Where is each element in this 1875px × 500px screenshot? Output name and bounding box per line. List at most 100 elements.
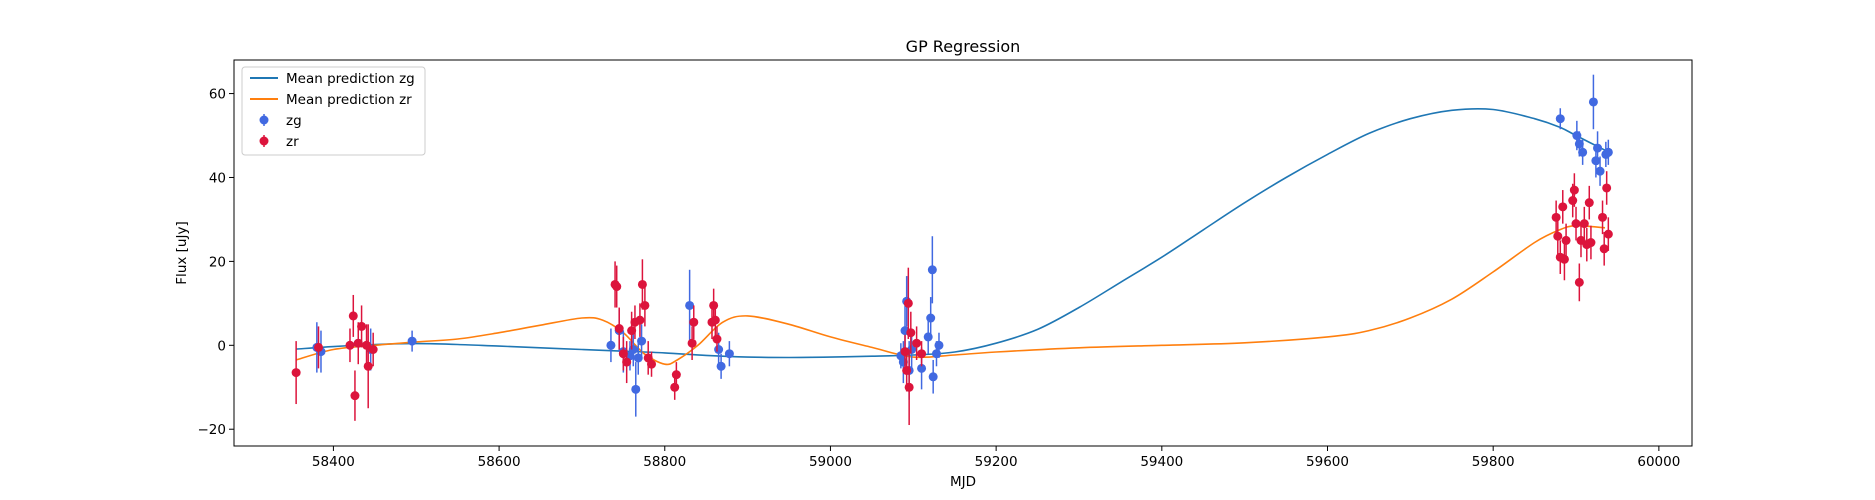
legend-swatch-point-zg: [259, 115, 269, 125]
point-zr-5: [353, 338, 363, 348]
point-zr-52: [1598, 212, 1608, 222]
point-zr-21: [647, 359, 657, 369]
x-tick-label-4: 59200: [975, 454, 1018, 470]
x-tick-label-1: 58600: [478, 454, 521, 470]
series-line-zr: [295, 224, 1606, 366]
point-zr-8: [363, 361, 373, 371]
point-zr-48: [1579, 219, 1589, 229]
point-zr-31: [902, 365, 912, 375]
point-zr-7: [362, 340, 372, 350]
point-zr-29: [712, 334, 722, 344]
point-zr-6: [357, 321, 367, 331]
point-zr-12: [614, 324, 624, 334]
point-zr-0: [291, 368, 301, 378]
point-zr-43: [1568, 196, 1578, 206]
point-zg-39: [1603, 147, 1613, 157]
point-zg-30: [1555, 114, 1565, 124]
point-zr-9: [368, 345, 378, 354]
point-zg-11: [633, 353, 643, 363]
point-zr-2: [345, 340, 355, 350]
y-axis: −20 0 20 40 60: [198, 87, 234, 438]
x-tick-label-8: 60000: [1637, 454, 1680, 470]
point-zr-38: [1553, 231, 1563, 241]
point-zg-24: [923, 332, 933, 342]
point-zr-17: [635, 315, 645, 325]
point-zr-11: [612, 282, 622, 292]
point-zr-40: [1558, 202, 1568, 212]
series-line-zg: [296, 107, 1606, 359]
x-tick-label-0: 58400: [312, 454, 355, 470]
point-zg-37: [1595, 166, 1605, 176]
point-zg-31: [1572, 131, 1582, 141]
point-zr-35: [912, 338, 922, 348]
point-zr-32: [903, 298, 913, 308]
point-zr-55: [1603, 229, 1613, 239]
point-zr-23: [671, 370, 681, 380]
legend-swatch-point-zr: [259, 136, 269, 146]
point-zg-32: [1574, 139, 1584, 149]
point-zr-24: [687, 338, 697, 348]
point-zr-25: [689, 317, 699, 327]
x-tick-label-3: 59000: [809, 454, 852, 470]
point-zr-42: [1561, 235, 1571, 245]
point-zg-36: [1593, 143, 1603, 153]
point-zg-9: [628, 345, 638, 354]
point-zg-27: [928, 372, 938, 382]
y-tick-label-1: 0: [217, 338, 226, 354]
point-zg-4: [407, 336, 417, 346]
point-zg-10: [631, 384, 641, 394]
y-tick-label-2: 20: [209, 254, 226, 270]
point-zr-54: [1602, 183, 1612, 193]
x-axis-label: MJD: [950, 474, 976, 490]
point-zg-23: [917, 363, 927, 373]
legend-label-line-zg: Mean prediction zg: [286, 71, 415, 87]
x-tick-label-2: 58800: [643, 454, 686, 470]
point-zr-34: [906, 328, 916, 338]
point-zr-18: [637, 279, 647, 289]
x-tick-label-5: 59400: [1140, 454, 1183, 470]
y-tick-label-4: 60: [209, 87, 226, 103]
legend-label-line-zr: Mean prediction zr: [286, 92, 412, 108]
point-zr-13: [618, 349, 628, 359]
points-layer: [291, 74, 1613, 426]
x-tick-label-6: 59600: [1306, 454, 1349, 470]
point-zr-3: [348, 311, 358, 321]
point-zr-28: [710, 315, 720, 325]
legend-label-zr: zr: [286, 134, 299, 150]
x-axis: 58400 58600 58800 59000 59200 59400 59600 59800…: [312, 446, 1680, 470]
point-zg-35: [1591, 156, 1601, 166]
legend-label-zg: zg: [286, 113, 302, 129]
point-zr-30: [900, 347, 910, 357]
lines-layer: [295, 107, 1606, 366]
point-zg-25: [926, 313, 936, 323]
point-zr-1: [313, 342, 323, 352]
point-zr-33: [904, 382, 914, 392]
point-zr-36: [917, 349, 927, 359]
point-zr-41: [1559, 254, 1569, 264]
y-tick-label-3: 40: [209, 170, 226, 186]
point-zr-46: [1574, 277, 1584, 287]
legend: Mean prediction zg Mean prediction zr zg…: [241, 66, 426, 156]
point-zr-15: [627, 326, 637, 336]
y-axis-label: Flux [uJy]: [174, 221, 190, 284]
point-zg-13: [685, 300, 695, 310]
x-tick-label-7: 59800: [1472, 454, 1515, 470]
point-zg-28: [931, 349, 941, 359]
point-zg-34: [1588, 97, 1598, 107]
point-zr-27: [709, 300, 719, 310]
point-zr-4: [350, 391, 360, 401]
point-zg-33: [1578, 147, 1588, 157]
point-zg-16: [724, 349, 734, 359]
point-zr-19: [640, 300, 650, 310]
point-zg-15: [716, 361, 726, 371]
point-zg-5: [606, 340, 616, 350]
point-zg-29: [934, 340, 944, 350]
point-zr-51: [1586, 238, 1596, 248]
point-zg-14: [714, 345, 724, 354]
point-zr-53: [1599, 244, 1609, 254]
point-zr-37: [1551, 212, 1561, 222]
point-zr-14: [622, 357, 632, 367]
point-zr-45: [1571, 219, 1581, 229]
plot-frame: [233, 59, 1693, 447]
